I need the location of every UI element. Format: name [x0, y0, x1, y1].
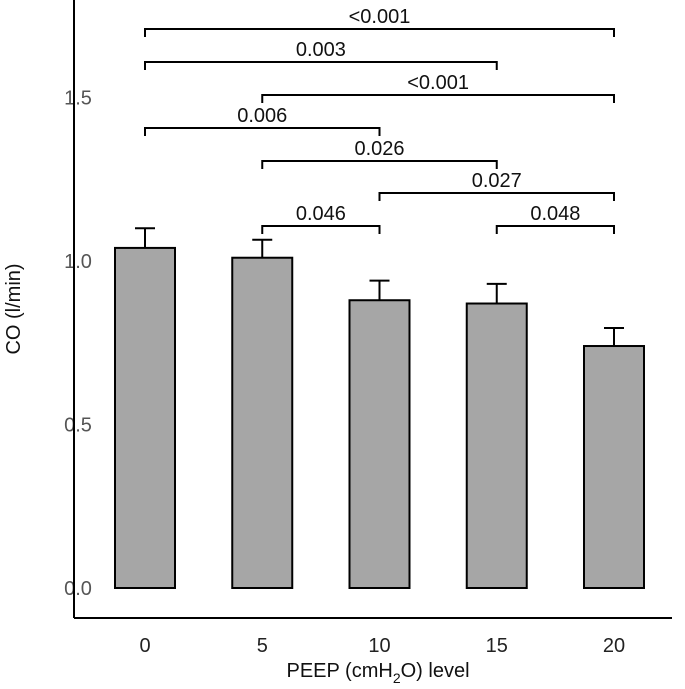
y-tick-label: 0.5 [64, 415, 92, 437]
y-tick-label: 1.5 [64, 88, 92, 110]
x-axis-label-subscript: 2 [393, 670, 401, 686]
x-tick-label-10: 10 [368, 635, 390, 657]
p-value-label: <0.001 [407, 72, 469, 94]
p-value-label: 0.046 [296, 203, 346, 225]
bar-0 [114, 246, 176, 589]
p-value-label: 0.027 [472, 170, 522, 192]
p-value-label: 0.048 [530, 203, 580, 225]
y-tick-label: 0.0 [64, 578, 92, 600]
x-tick-label-15: 15 [486, 635, 508, 657]
bar-15 [465, 302, 528, 589]
significance-bracket [261, 94, 615, 103]
bar-5 [231, 256, 294, 589]
p-value-label: 0.006 [237, 105, 287, 127]
ticks-layer: 0 5 10 15 20 0.0 0.5 1.0 1.5 [64, 88, 625, 658]
x-axis-label-part-1: PEEP (cmH [286, 660, 392, 682]
x-axis-label-part-2: O) level [401, 660, 470, 682]
significance-bracket [144, 28, 615, 37]
y-tick-label: 1.0 [64, 251, 92, 273]
x-tick-label-20: 20 [603, 635, 625, 657]
bar-20 [583, 345, 645, 589]
p-value-label: 0.003 [296, 39, 346, 61]
significance-bracket [495, 225, 615, 234]
p-value-label: <0.001 [349, 6, 411, 28]
significance-bracket [144, 61, 498, 70]
x-axis-label: PEEP (cmH2O) level [286, 660, 469, 686]
y-axis-label: CO (l/min) [3, 263, 25, 354]
significance-bracket [261, 160, 498, 169]
x-tick-label-0: 0 [139, 635, 150, 657]
significance-bracket [378, 192, 615, 201]
bar-10 [348, 299, 411, 589]
x-tick-label-5: 5 [257, 635, 268, 657]
significance-bracket [261, 225, 381, 234]
significance-bracket [144, 127, 381, 136]
error-bars-layer [135, 227, 624, 347]
p-value-label: 0.026 [354, 138, 404, 160]
